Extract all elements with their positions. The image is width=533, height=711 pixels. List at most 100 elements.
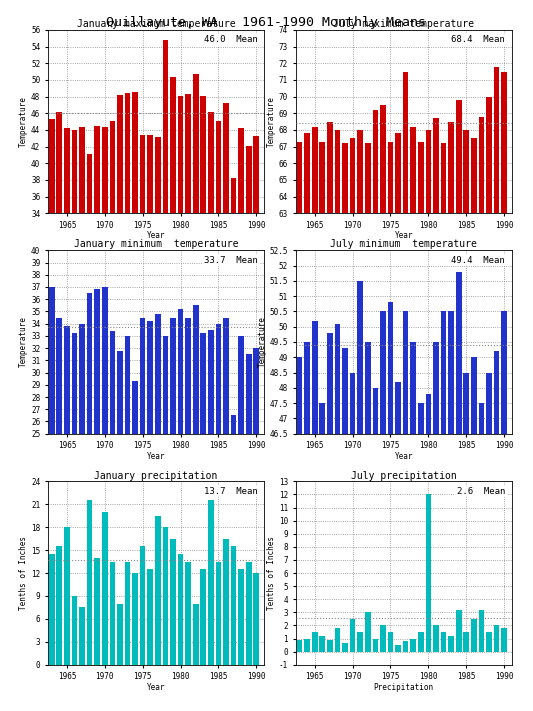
Bar xyxy=(177,554,183,665)
Title: January precipitation: January precipitation xyxy=(94,471,217,481)
Bar xyxy=(56,318,62,711)
Bar xyxy=(71,333,77,711)
Y-axis label: Temperature: Temperature xyxy=(19,96,28,147)
Bar xyxy=(34,539,39,665)
Bar xyxy=(297,358,302,711)
Bar xyxy=(425,130,431,711)
X-axis label: Year: Year xyxy=(147,451,165,461)
Bar xyxy=(456,272,462,711)
Bar xyxy=(253,573,259,665)
Bar xyxy=(433,626,439,652)
Bar xyxy=(433,118,439,711)
Bar xyxy=(170,318,176,711)
Bar xyxy=(471,619,477,652)
Bar xyxy=(479,610,484,652)
Bar xyxy=(223,103,229,497)
Bar xyxy=(42,112,47,497)
Bar xyxy=(342,348,348,711)
Bar xyxy=(132,573,138,665)
Bar xyxy=(109,331,115,711)
Bar xyxy=(365,342,370,711)
Bar xyxy=(471,138,477,711)
Bar xyxy=(208,112,214,497)
Bar xyxy=(200,333,206,711)
Bar xyxy=(312,632,318,652)
Bar xyxy=(433,342,439,711)
Bar xyxy=(253,348,259,711)
Bar xyxy=(380,311,386,711)
Y-axis label: Tenths of Inches: Tenths of Inches xyxy=(19,536,28,610)
Y-axis label: Tenths of Inches: Tenths of Inches xyxy=(267,536,276,610)
Bar xyxy=(365,612,370,652)
Bar xyxy=(125,93,131,497)
Bar xyxy=(102,512,108,665)
Bar xyxy=(395,382,401,711)
Y-axis label: Temperature: Temperature xyxy=(258,316,267,368)
Bar xyxy=(215,562,221,665)
Text: 46.0  Mean: 46.0 Mean xyxy=(204,36,257,44)
Bar xyxy=(425,494,431,652)
Bar xyxy=(42,284,47,711)
Bar xyxy=(289,636,295,652)
Bar xyxy=(42,501,47,665)
Bar xyxy=(87,501,92,665)
Bar xyxy=(215,121,221,497)
Y-axis label: Temperature: Temperature xyxy=(267,96,276,147)
Bar xyxy=(441,311,446,711)
Bar xyxy=(304,638,310,652)
Bar xyxy=(231,546,236,665)
Bar xyxy=(193,305,198,711)
Bar xyxy=(132,381,138,711)
Bar xyxy=(223,318,229,711)
Bar xyxy=(79,127,85,497)
Bar xyxy=(494,351,499,711)
Bar xyxy=(410,638,416,652)
Bar xyxy=(200,96,206,497)
X-axis label: Year: Year xyxy=(147,231,165,240)
Bar xyxy=(34,126,39,497)
Bar xyxy=(246,354,252,711)
Bar xyxy=(471,358,477,711)
Bar xyxy=(177,309,183,711)
Bar xyxy=(193,604,198,665)
Bar xyxy=(448,122,454,711)
Bar xyxy=(342,143,348,711)
Bar xyxy=(140,546,146,665)
Bar xyxy=(170,77,176,497)
Bar xyxy=(94,557,100,665)
Bar xyxy=(312,127,318,711)
Bar xyxy=(117,604,123,665)
Bar xyxy=(403,72,408,711)
Bar xyxy=(223,539,229,665)
Bar xyxy=(425,394,431,711)
Bar xyxy=(342,643,348,652)
Bar xyxy=(125,336,131,711)
Bar xyxy=(486,373,492,711)
Bar xyxy=(177,96,183,497)
Bar xyxy=(208,501,214,665)
Bar xyxy=(140,318,146,711)
X-axis label: Year: Year xyxy=(394,451,413,461)
Bar xyxy=(215,324,221,711)
Bar xyxy=(102,127,108,497)
Bar xyxy=(373,638,378,652)
Bar xyxy=(163,40,168,497)
X-axis label: Year: Year xyxy=(147,683,165,692)
Bar xyxy=(304,133,310,711)
Bar xyxy=(380,105,386,711)
Text: 33.7  Mean: 33.7 Mean xyxy=(204,256,257,264)
Bar xyxy=(185,318,191,711)
Bar xyxy=(327,640,333,652)
Bar xyxy=(373,110,378,711)
Text: 68.4  Mean: 68.4 Mean xyxy=(451,36,505,44)
Bar xyxy=(335,130,340,711)
Bar xyxy=(327,122,333,711)
Bar xyxy=(79,324,85,711)
Bar xyxy=(403,311,408,711)
Bar xyxy=(479,117,484,711)
Bar xyxy=(64,528,70,665)
Bar xyxy=(463,130,469,711)
Bar xyxy=(94,289,100,711)
Bar xyxy=(501,311,507,711)
Text: 49.4  Mean: 49.4 Mean xyxy=(451,256,505,264)
